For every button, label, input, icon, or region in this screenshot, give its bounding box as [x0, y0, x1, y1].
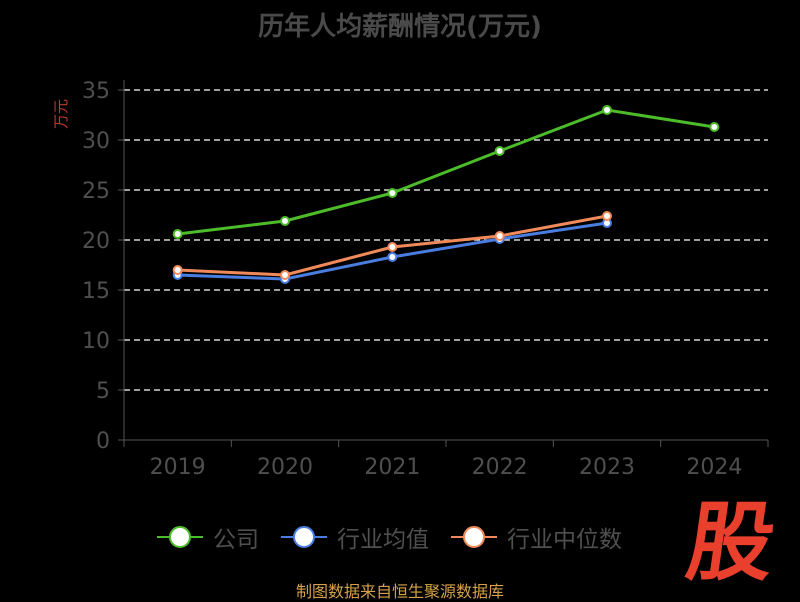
- data-point-2-2020: [280, 270, 290, 280]
- x-tick-label-2024: 2024: [686, 455, 742, 480]
- data-point-0-2021: [387, 188, 398, 198]
- legend-item-industry-average[interactable]: 行业均值: [279, 520, 429, 554]
- data-point-2-2022: [494, 231, 505, 241]
- x-tick-label-2019: 2019: [150, 455, 206, 480]
- x-tick-label-2020: 2020: [257, 455, 313, 480]
- data-point-0-2023: [602, 105, 612, 115]
- legend-label-industry-average: 行业均值: [337, 527, 429, 553]
- y-tick-label-30: 30: [82, 129, 110, 154]
- data-point-2-2023: [602, 211, 612, 221]
- y-tick-label-15: 15: [82, 279, 110, 304]
- data-point-2-2019: [172, 265, 183, 275]
- x-tick-label-2022: 2022: [472, 455, 528, 480]
- data-point-1-2021: [387, 252, 398, 262]
- legend-marker-company: [157, 526, 203, 548]
- legend-item-industry-median[interactable]: 行业中位数: [449, 520, 622, 554]
- data-source-note: 制图数据来自恒生聚源数据库: [295, 582, 504, 601]
- legend-item-company[interactable]: 公司: [155, 520, 259, 554]
- y-tick-label-25: 25: [82, 179, 110, 204]
- y-tick-label-10: 10: [82, 329, 110, 354]
- brand-logo: 股: [680, 493, 782, 593]
- data-point-0-2019: [172, 229, 183, 239]
- y-tick-label-35: 35: [82, 79, 110, 104]
- y-tick-label-5: 5: [96, 379, 110, 404]
- x-tick-label-2021: 2021: [364, 455, 420, 480]
- chart-title: 历年人均薪酬情况(万元): [258, 12, 542, 42]
- y-tick-label-20: 20: [82, 229, 110, 254]
- x-tick-label-2023: 2023: [579, 455, 635, 480]
- legend-label-industry-median: 行业中位数: [507, 527, 622, 553]
- chart-legend: 公司 行业均值 行业中位数: [155, 520, 622, 554]
- legend-marker-industry-average: [281, 526, 327, 548]
- data-point-0-2022: [494, 146, 505, 156]
- series-line-0: [177, 108, 715, 236]
- data-point-2-2021: [387, 242, 398, 252]
- legend-marker-industry-median: [451, 526, 497, 548]
- y-tick-label-0: 0: [96, 429, 110, 454]
- data-point-0-2024: [709, 122, 720, 132]
- data-point-0-2020: [280, 216, 290, 226]
- legend-label-company: 公司: [213, 527, 259, 553]
